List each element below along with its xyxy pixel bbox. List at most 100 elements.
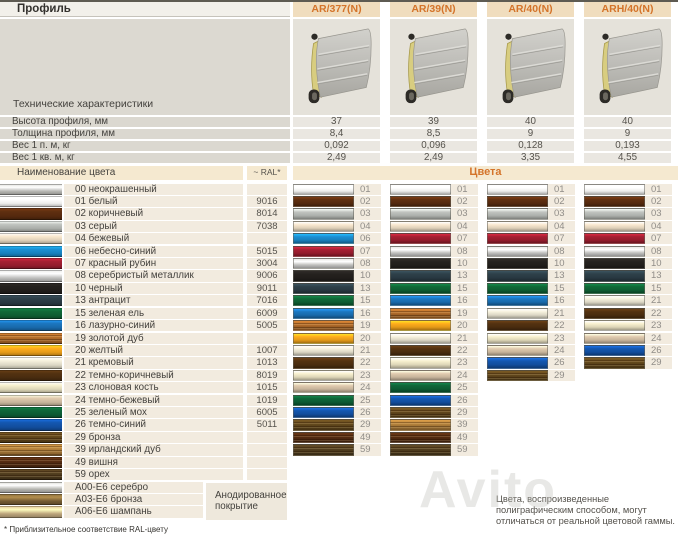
- profile1-color-swatch-07: [293, 245, 354, 257]
- ral-value-01: 9016: [247, 195, 287, 208]
- color-name-03: 03 серый: [64, 220, 243, 232]
- profile1-color-swatch-19: [293, 320, 354, 332]
- profile1-color-row-59: 59: [293, 444, 381, 456]
- color-swatch-15: [0, 307, 62, 319]
- profile2-color-swatch-13: [390, 270, 451, 282]
- profile3-color-row-29: 29: [487, 369, 575, 381]
- profile4-color-swatch-23: [584, 320, 645, 332]
- color-name-29: 29 бронза: [64, 431, 243, 444]
- profile2-color-swatch-20: [390, 320, 451, 332]
- profile3-color-code: 03: [554, 208, 565, 220]
- profile1-color-code: 20: [360, 332, 371, 344]
- ral-value-49: [247, 456, 287, 468]
- spec-value-cell: 39: [390, 116, 477, 128]
- profile2-color-swatch-04: [390, 220, 451, 232]
- profile-column-header-1: AR/377(N): [293, 2, 380, 17]
- profile1-color-code: 15: [360, 295, 371, 307]
- color-name-08: 08 серебристый металлик: [64, 270, 243, 282]
- tech-section-label: Технические характеристики: [13, 98, 154, 110]
- color-name-04: 04 бежевый: [64, 233, 243, 245]
- profile2-color-row-29: 29: [390, 407, 478, 419]
- ral-value-25: 6005: [247, 407, 287, 419]
- ral-value-23: 1015: [247, 382, 287, 394]
- profile3-color-code: 15: [554, 282, 565, 294]
- profile1-color-swatch-10: [293, 270, 354, 282]
- spec-value-cell: 40: [584, 116, 671, 128]
- profile1-color-code: 19: [360, 320, 371, 332]
- profile-cross-section-drawing: [502, 28, 566, 104]
- profile3-color-code: 02: [554, 195, 565, 207]
- ral-value-16: 5005: [247, 320, 287, 332]
- profile2-color-swatch-16: [390, 295, 451, 307]
- profile1-color-row-23: 23: [293, 369, 381, 381]
- profile2-color-row-39: 39: [390, 419, 478, 431]
- profile2-color-swatch-21: [390, 332, 451, 344]
- profile-image-cell-1: [293, 19, 380, 115]
- profile1-color-swatch-02: [293, 195, 354, 208]
- profile3-color-swatch-02: [487, 195, 548, 208]
- profile2-color-swatch-22: [390, 344, 451, 357]
- print-colors-note: Цвета, воспроизведенные полиграфическим …: [496, 494, 676, 526]
- profile2-color-row-03: 03: [390, 208, 478, 220]
- profile4-color-swatch-08: [584, 245, 645, 257]
- profile2-color-swatch-49: [390, 431, 451, 444]
- profile2-color-code: 49: [457, 431, 468, 443]
- profile3-color-code: 16: [554, 295, 565, 307]
- profile2-color-row-10: 10: [390, 258, 478, 270]
- spec-value-cell: 2,49: [390, 152, 477, 164]
- color-swatch-26: [0, 419, 62, 431]
- profile4-color-swatch-26: [584, 344, 645, 357]
- profile1-color-swatch-13: [293, 282, 354, 295]
- profile3-color-swatch-03: [487, 208, 548, 220]
- profile4-color-swatch-02: [584, 195, 645, 208]
- profile1-color-code: 13: [360, 282, 371, 294]
- profile2-color-swatch-59: [390, 444, 451, 456]
- color-name-21: 21 кремовый: [64, 357, 243, 369]
- profile2-color-row-49: 49: [390, 431, 478, 444]
- profile4-color-row-22: 22: [584, 307, 672, 319]
- profile2-color-code: 07: [457, 233, 468, 245]
- profile1-color-swatch-26: [293, 407, 354, 419]
- profile4-color-code: 01: [651, 183, 662, 195]
- color-name-06: 06 небесно-синий: [64, 245, 243, 257]
- spec-value-cell: 4,55: [584, 152, 671, 164]
- profile2-color-row-13: 13: [390, 270, 478, 282]
- profile2-color-code: 08: [457, 245, 468, 257]
- profile2-color-swatch-01: [390, 183, 451, 195]
- profile4-color-row-24: 24: [584, 332, 672, 344]
- profile4-color-row-15: 15: [584, 282, 672, 295]
- color-name-25: 25 зеленый мох: [64, 407, 243, 419]
- color-swatch-49: [0, 456, 62, 468]
- profile3-color-code: 26: [554, 357, 565, 369]
- profile2-color-swatch-24: [390, 369, 451, 381]
- profile1-color-swatch-23: [293, 369, 354, 381]
- profile4-color-swatch-01: [584, 183, 645, 195]
- profile2-color-row-23: 23: [390, 357, 478, 369]
- profile1-color-row-08: 08: [293, 258, 381, 270]
- profile4-color-row-21: 21: [584, 295, 672, 307]
- profile4-color-code: 26: [651, 344, 662, 356]
- profile1-color-row-21: 21: [293, 344, 381, 357]
- profile4-color-code: 21: [651, 295, 662, 307]
- profile4-color-swatch-03: [584, 208, 645, 220]
- profile2-color-row-15: 15: [390, 282, 478, 295]
- profile3-color-code: 21: [554, 307, 565, 319]
- profile1-color-code: 02: [360, 195, 371, 207]
- color-swatch-39: [0, 444, 62, 456]
- profile4-color-swatch-22: [584, 307, 645, 319]
- profile4-color-code: 04: [651, 220, 662, 232]
- color-name-24: 24 темно-бежевый: [64, 394, 243, 406]
- profile2-color-code: 15: [457, 282, 468, 294]
- profile-cross-section-drawing: [405, 28, 469, 104]
- profile2-color-row-16: 16: [390, 295, 478, 307]
- profile3-color-row-10: 10: [487, 258, 575, 270]
- profile2-color-row-24: 24: [390, 369, 478, 381]
- color-name-A06: A06-E6 шампань: [64, 506, 203, 518]
- profile1-color-code: 23: [360, 369, 371, 381]
- profile3-color-code: 10: [554, 258, 565, 270]
- profile2-color-code: 16: [457, 295, 468, 307]
- profile2-color-code: 03: [457, 208, 468, 220]
- ral-value-08: 9006: [247, 270, 287, 282]
- profile2-color-code: 10: [457, 258, 468, 270]
- profile1-color-code: 26: [360, 407, 371, 419]
